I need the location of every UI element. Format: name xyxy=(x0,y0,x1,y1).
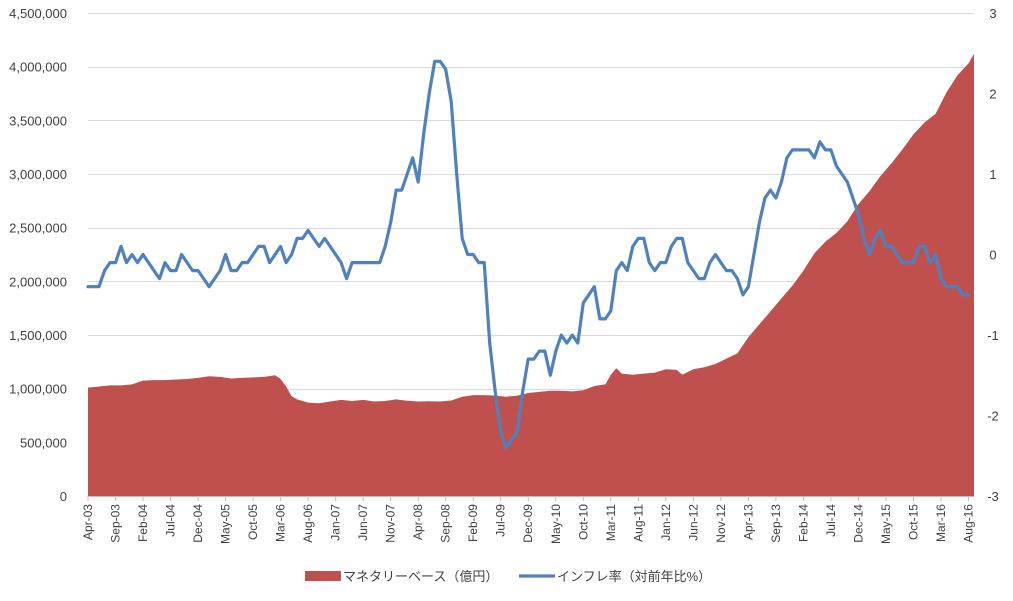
legend-label-monetary-base: マネタリーベース（億円） xyxy=(343,569,498,584)
left-axis-tick-label: 500,000 xyxy=(20,435,67,450)
area-series-layer xyxy=(88,53,974,497)
x-axis-tick-label: Dec-14 xyxy=(851,504,865,543)
x-axis-tick-label: Oct-05 xyxy=(246,504,260,540)
x-axis-tick-label: Sep-03 xyxy=(109,504,123,543)
right-axis-tick-label: -3 xyxy=(987,489,999,504)
x-axis-tick-label: Aug-11 xyxy=(631,504,645,542)
x-axis-tick-label: May-15 xyxy=(879,504,893,544)
left-axis-tick-label: 3,500,000 xyxy=(9,113,67,128)
right-axis-ticks: -3 -2 -1 0 1 2 3 xyxy=(987,6,999,504)
right-axis-tick-label: 3 xyxy=(989,6,996,21)
x-axis-tick-label: May-10 xyxy=(549,504,563,544)
x-axis-tick-label: Apr-13 xyxy=(741,504,755,540)
right-axis-tick-label: -1 xyxy=(987,328,999,343)
legend-swatch-monetary-base xyxy=(305,571,341,581)
x-axis-tick-label: Jan-12 xyxy=(659,504,673,541)
x-axis-tick-label: Feb-09 xyxy=(466,504,480,542)
left-axis-tick-label: 2,500,000 xyxy=(9,221,67,236)
right-axis-tick-label: -2 xyxy=(987,409,999,424)
right-axis-tick-label: 1 xyxy=(989,167,996,182)
x-axis-tick-label: Mar-16 xyxy=(934,504,948,542)
x-axis-tick-label: Mar-11 xyxy=(604,504,618,541)
x-axis-tick-label: Feb-14 xyxy=(796,504,810,542)
left-axis-ticks: 0 500,000 1,000,000 1,500,000 2,000,000 2,500… xyxy=(9,6,67,504)
x-axis-tick-label: Aug-16 xyxy=(961,504,975,543)
legend-label-inflation: インフレ率（対前年比%） xyxy=(557,569,711,584)
x-axis-tick-label: Sep-13 xyxy=(769,504,783,543)
left-axis-tick-label: 3,000,000 xyxy=(9,167,67,182)
x-axis-tick-label: Nov-12 xyxy=(714,504,728,543)
x-axis-tick-label: Jul-09 xyxy=(494,504,508,537)
line-series-inflation xyxy=(86,59,971,450)
x-axis-tick-label: Jul-04 xyxy=(164,504,178,537)
area-series-monetary-base xyxy=(88,53,974,497)
line-series-layer xyxy=(86,59,971,450)
left-axis-tick-label: 4,500,000 xyxy=(9,6,67,21)
left-axis-tick-label: 2,000,000 xyxy=(9,274,67,289)
x-axis-tick-label: Jun-12 xyxy=(686,504,700,541)
x-axis-ticks: Apr-03 Sep-03 Feb-04 Jul-04 Dec-04 May-05 Oct-… xyxy=(81,496,975,544)
left-axis-tick-label: 4,000,000 xyxy=(9,60,67,75)
x-axis-tick-label: Jan-07 xyxy=(329,504,343,541)
right-axis-tick-label: 2 xyxy=(989,87,996,102)
x-axis-tick-label: Aug-06 xyxy=(301,504,315,543)
x-axis-tick-label: Dec-09 xyxy=(521,504,535,543)
x-axis-tick-label: Feb-04 xyxy=(136,504,150,542)
x-axis-tick-label: Nov-07 xyxy=(384,504,398,543)
x-axis-tick-label: Dec-04 xyxy=(191,504,205,543)
x-axis-tick-label: Apr-08 xyxy=(411,504,425,540)
left-axis-tick-label: 0 xyxy=(60,489,67,504)
left-axis-tick-label: 1,500,000 xyxy=(9,328,67,343)
x-axis-tick-label: May-05 xyxy=(219,504,233,544)
x-axis-tick-label: Sep-08 xyxy=(439,504,453,543)
left-axis-tick-label: 1,000,000 xyxy=(9,382,67,397)
x-axis-tick-label: Apr-03 xyxy=(81,504,95,540)
x-axis-tick-label: Oct-10 xyxy=(576,504,590,540)
right-axis-tick-label: 0 xyxy=(989,248,996,263)
x-axis-tick-label: Jun-07 xyxy=(356,504,370,541)
x-axis-tick-label: Mar-06 xyxy=(274,504,288,542)
x-axis-tick-label: Jul-14 xyxy=(824,504,838,537)
x-axis-tick-label: Oct-15 xyxy=(906,504,920,540)
legend: マネタリーベース（億円） インフレ率（対前年比%） xyxy=(305,569,711,584)
